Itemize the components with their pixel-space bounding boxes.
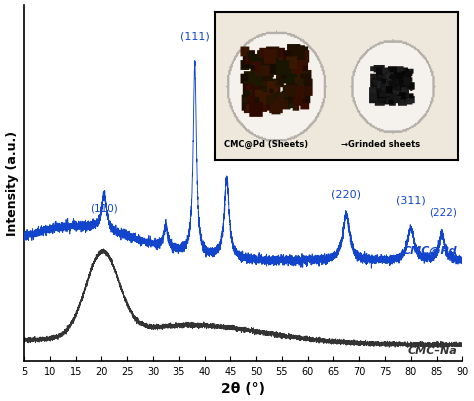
- Text: CMC@Pd: CMC@Pd: [402, 245, 457, 255]
- Text: (200): (200): [213, 150, 243, 159]
- Text: CMC–Na: CMC–Na: [408, 345, 457, 355]
- Text: (311): (311): [396, 195, 426, 205]
- Text: (111): (111): [180, 32, 210, 41]
- Text: (110): (110): [90, 203, 118, 213]
- Text: (222): (222): [429, 207, 456, 217]
- Text: (220): (220): [331, 189, 361, 199]
- X-axis label: 2θ (°): 2θ (°): [221, 381, 265, 395]
- Y-axis label: Intensity (a.u.): Intensity (a.u.): [6, 131, 18, 236]
